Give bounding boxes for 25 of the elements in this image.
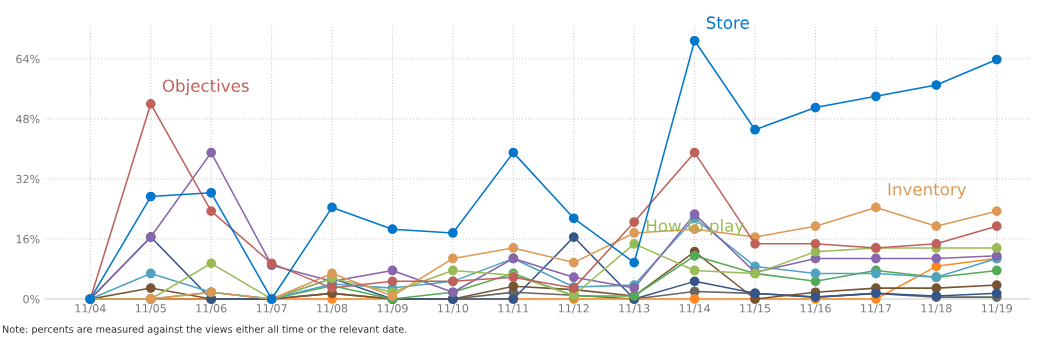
y-tick-label: 48% [15, 114, 40, 124]
x-tick-label: 11/10 [438, 304, 469, 314]
x-tick-label: 11/13 [619, 304, 650, 314]
x-tick-label: 11/06 [196, 304, 227, 314]
series-label: Store [706, 16, 749, 29]
x-tick-label: 11/05 [135, 304, 166, 314]
x-tick-label: 11/17 [861, 304, 891, 314]
text: Note: percents are measured against the views either all time or the relevant date. [2, 325, 407, 335]
x-tick-label: 11/14 [679, 304, 710, 314]
x-tick-label: 11/15 [740, 304, 771, 314]
y-tick-label: 0% [23, 294, 40, 304]
y-tick-label: 32% [16, 174, 40, 184]
series-label: Objectives [162, 79, 249, 96]
x-tick-label: 11/04 [75, 304, 106, 314]
series-label: Inventory [888, 183, 967, 199]
y-tick-label: 64% [16, 54, 40, 64]
x-tick-label: 11/19 [981, 304, 1012, 314]
x-tick-label: 11/07 [256, 304, 287, 314]
x-tick-label: 11/08 [317, 304, 348, 314]
x-tick-label: 11/16 [800, 304, 831, 314]
y-tick-label: 16% [16, 234, 40, 244]
x-tick-label: 11/11 [498, 304, 529, 314]
x-tick-label: 11/09 [377, 304, 408, 314]
x-tick-label: 11/12 [558, 304, 589, 314]
x-tick-label: 11/18 [921, 304, 952, 314]
